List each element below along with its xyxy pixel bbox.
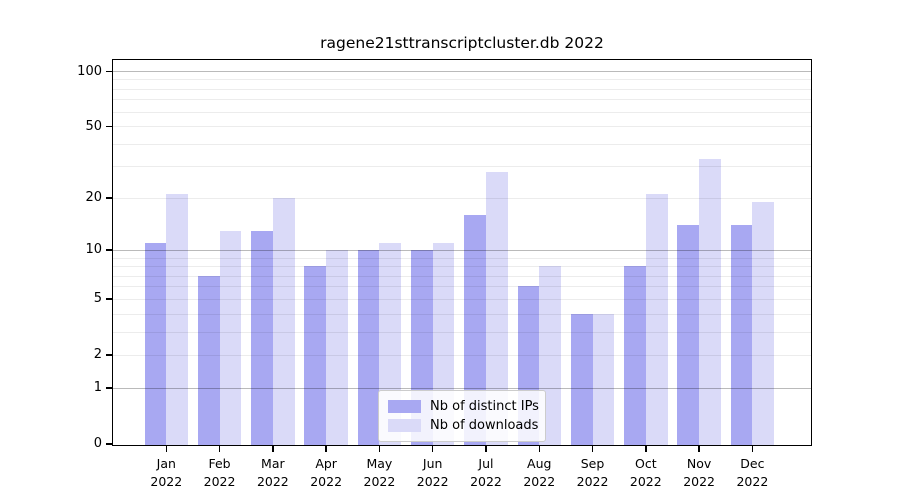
gridline-50: [113, 126, 811, 128]
bar-distinct-ips-oct: [624, 266, 646, 445]
gridline-1: [113, 387, 811, 389]
y-tick-mark-50: [106, 125, 113, 128]
chart-title: ragene21sttranscriptcluster.db 2022: [320, 34, 604, 52]
y-tick-mark-100: [106, 70, 113, 72]
legend-swatch-distinct-ips: [388, 400, 421, 413]
x-tick-label-feb: Feb 2022: [203, 456, 236, 490]
bar-distinct-ips-dec: [730, 224, 753, 445]
gridline-2: [113, 354, 811, 356]
bar-distinct-ips-feb: [197, 275, 220, 445]
gridline-6: [113, 286, 811, 288]
x-tick-mark-jul: [485, 446, 487, 452]
bar-downloads-feb: [219, 230, 242, 445]
gridline-20: [113, 197, 811, 199]
bar-downloads-apr: [326, 249, 348, 445]
bar-downloads-sep: [592, 313, 615, 445]
x-tick-label-jun: Jun 2022: [416, 456, 449, 490]
bar-distinct-ips-jul: [464, 214, 486, 445]
x-tick-label-sep: Sep 2022: [576, 456, 609, 490]
y-tick-label-10: 10: [85, 242, 102, 258]
y-tick-label-100: 100: [77, 63, 102, 79]
x-tick-mark-may: [378, 446, 381, 452]
x-tick-mark-jan: [165, 446, 168, 452]
y-tick-label-5: 5: [93, 291, 102, 307]
x-tick-label-nov: Nov 2022: [683, 456, 715, 490]
x-tick-mark-aug: [538, 446, 540, 452]
y-tick-mark-20: [106, 197, 113, 199]
legend-item-downloads: Nb of downloads: [388, 416, 539, 435]
y-tick-label-0: 0: [93, 436, 102, 451]
x-tick-mark-dec: [751, 446, 754, 452]
x-tick-mark-jun: [431, 446, 434, 452]
y-tick-mark-1: [106, 387, 113, 389]
plot-area: [112, 59, 812, 446]
gridline-4: [113, 313, 811, 315]
gridline-10: [113, 249, 811, 251]
x-tick-mark-feb: [218, 446, 221, 452]
legend: Nb of distinct IPs Nb of downloads: [378, 390, 546, 442]
plot-inner: [113, 60, 811, 445]
legend-swatch-downloads: [388, 419, 421, 432]
x-tick-label-jul: Jul 2022: [470, 456, 502, 490]
bar-downloads-nov: [699, 158, 721, 445]
y-tick-label-50: 50: [85, 118, 102, 134]
gridline-70: [113, 99, 811, 101]
bar-downloads-jul: [485, 171, 508, 445]
y-tick-label-2: 2: [93, 347, 102, 363]
x-tick-label-oct: Oct 2022: [629, 456, 662, 490]
bar-downloads-oct: [645, 194, 668, 445]
y-tick-mark-0: [106, 443, 113, 445]
gridline-80: [113, 88, 811, 90]
legend-item-distinct-ips: Nb of distinct IPs: [388, 397, 539, 416]
bar-downloads-dec: [752, 201, 775, 445]
x-tick-mark-oct: [645, 446, 647, 452]
y-tick-mark-10: [106, 249, 113, 251]
x-tick-label-jan: Jan 2022: [150, 456, 183, 490]
bar-distinct-ips-mar: [251, 230, 273, 445]
gridline-3: [113, 331, 811, 333]
legend-label-downloads: Nb of downloads: [430, 418, 539, 433]
gridline-5: [113, 298, 811, 300]
gridline-30: [113, 166, 811, 168]
x-tick-mark-nov: [698, 446, 700, 452]
y-tick-label-1: 1: [93, 380, 102, 396]
y-tick-label-20: 20: [85, 190, 102, 206]
x-tick-label-may: May 2022: [363, 456, 396, 490]
x-tick-label-dec: Dec 2022: [736, 456, 769, 490]
gridline-8: [113, 266, 811, 268]
x-tick-label-mar: Mar 2022: [256, 456, 289, 490]
gridline-60: [113, 111, 811, 113]
x-tick-mark-sep: [591, 446, 594, 452]
y-tick-mark-2: [106, 354, 113, 356]
bar-distinct-ips-nov: [677, 224, 700, 445]
x-tick-mark-apr: [325, 446, 327, 452]
gridline-40: [113, 143, 811, 145]
bar-distinct-ips-may: [357, 249, 380, 445]
bar-downloads-jan: [166, 194, 188, 445]
bar-distinct-ips-apr: [304, 266, 327, 445]
gridline-100: [113, 71, 811, 72]
x-tick-label-aug: Aug 2022: [523, 456, 556, 490]
gridline-90: [113, 79, 811, 81]
y-tick-mark-5: [106, 298, 113, 300]
bar-downloads-mar: [272, 197, 295, 445]
bar-distinct-ips-jan: [144, 242, 167, 445]
x-tick-mark-mar: [272, 446, 274, 452]
legend-label-distinct-ips: Nb of distinct IPs: [430, 399, 539, 414]
gridline-9: [113, 257, 811, 259]
bar-distinct-ips-sep: [570, 313, 593, 445]
gridline-7: [113, 275, 811, 277]
x-tick-label-apr: Apr 2022: [310, 456, 343, 490]
